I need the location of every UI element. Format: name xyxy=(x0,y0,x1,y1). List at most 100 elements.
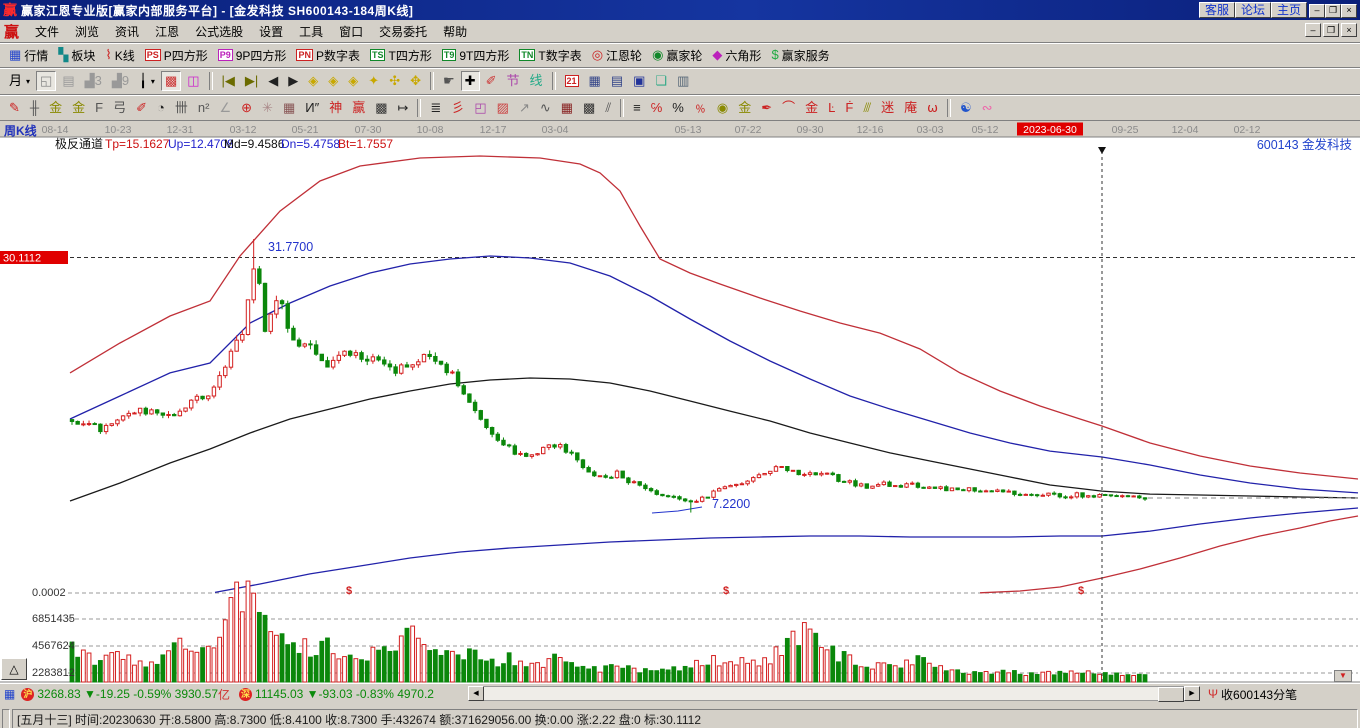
draw-fence-grid-button[interactable]: ▩ xyxy=(371,98,391,118)
nav-crosshair-button[interactable]: ✚ xyxy=(460,71,480,91)
draw-bow-grid-button[interactable]: 弓 xyxy=(109,98,130,118)
restore-button[interactable]: ❐ xyxy=(1323,23,1339,37)
nav-last-button[interactable]: ▶| xyxy=(241,71,262,91)
draw-pct-multi-button[interactable]: ﹪ xyxy=(690,98,711,118)
menu-帮助[interactable]: 帮助 xyxy=(443,24,468,39)
restore-button[interactable]: ❐ xyxy=(1325,3,1341,18)
draw-gold-grid-1-button[interactable]: 金 xyxy=(45,98,66,118)
draw-wave-red-button[interactable]: ⍵ xyxy=(923,98,942,118)
titlebar-link-0[interactable]: 客服 xyxy=(1198,2,1235,18)
draw-parallel-button[interactable]: ⫽ xyxy=(601,98,615,118)
draw-brush-grid-button[interactable]: ✐ xyxy=(132,98,151,118)
draw-pct-list-button[interactable]: ≡ xyxy=(629,98,645,118)
draw-n2-grid-button[interactable]: n² xyxy=(194,98,214,118)
draw-f-red-button[interactable]: Ḟ xyxy=(841,98,857,118)
nav-capture-button[interactable]: ❏ xyxy=(651,71,671,91)
draw-ruler-button[interactable]: 卌 xyxy=(171,98,192,118)
close-button[interactable]: × xyxy=(1341,3,1357,18)
draw-pen-button[interactable]: ✎ xyxy=(5,98,24,118)
scrollbar-thumb[interactable] xyxy=(1158,687,1184,702)
nav-festival-button[interactable]: 节 xyxy=(502,71,523,91)
tool-winner-service-button[interactable]: $ 赢家服务 xyxy=(767,45,833,65)
draw-gold-grid-2-button[interactable]: 金 xyxy=(68,98,89,118)
nav-notepad-button[interactable]: ▤ xyxy=(607,71,627,91)
feed-status[interactable]: Ψ 收600143分笔 xyxy=(1208,686,1297,703)
draw-web-grid-button[interactable]: ▦ xyxy=(279,98,299,118)
menu-工具[interactable]: 工具 xyxy=(299,24,324,39)
draw-time-circle-button[interactable]: ◔ xyxy=(153,98,169,118)
nav-calculator-button[interactable]: ▦ xyxy=(585,71,605,91)
tool-winner-wheel-button[interactable]: ◉ 赢家轮 xyxy=(648,45,706,65)
nav-diamond-shrink-button[interactable]: ✦ xyxy=(364,71,383,91)
menu-文件[interactable]: 文件 xyxy=(35,24,60,39)
menu-窗口[interactable]: 窗口 xyxy=(339,24,364,39)
scrollbar-left-arrow[interactable]: ◀ xyxy=(468,686,484,701)
nav-prev-button[interactable]: ◀ xyxy=(264,71,282,91)
draw-grid-ruler-button[interactable]: ╫ xyxy=(26,98,43,118)
nav-diamond-left-button[interactable]: ◈ xyxy=(304,71,322,91)
tool-t-square-button[interactable]: TS T四方形 xyxy=(366,45,436,65)
draw-span-arrow-button[interactable]: ↦ xyxy=(394,98,413,118)
nav-save-button[interactable]: ▣ xyxy=(629,71,649,91)
nav-diamond-expand-button[interactable]: ◈ xyxy=(344,71,362,91)
nav-first-button[interactable]: |◀ xyxy=(218,71,239,91)
menu-设置[interactable]: 设置 xyxy=(259,24,284,39)
kline-chart[interactable]: 08-14 10-23 12-31 03-12 05-21 07-30 10-08 12-17… xyxy=(0,121,1360,683)
nav-red-grid-button[interactable]: ▩ xyxy=(160,71,182,91)
titlebar-link-1[interactable]: 论坛 xyxy=(1234,2,1271,18)
tool-sectors-button[interactable]: ▚ 板块 xyxy=(54,45,99,65)
draw-speed-line-button[interactable]: 迷 xyxy=(877,98,898,118)
draw-arc-red-button[interactable]: ⌒ xyxy=(778,98,799,118)
nav-color-hist-button[interactable]: ◫ xyxy=(183,71,203,91)
draw-zigzag-button[interactable]: ∿ xyxy=(536,98,555,118)
draw-gold-line-button[interactable]: 金 xyxy=(734,98,755,118)
draw-sphere-button[interactable]: ☯ xyxy=(956,98,976,118)
nav-next-button[interactable]: ▶ xyxy=(284,71,302,91)
titlebar-link-2[interactable]: 主页 xyxy=(1270,2,1307,18)
nav-lines-button[interactable]: 线 xyxy=(525,71,546,91)
draw-arrow-line-button[interactable]: ↗ xyxy=(515,98,534,118)
tool-p-square-button[interactable]: PS P四方形 xyxy=(141,45,212,65)
nav-diamond-cross-button[interactable]: ✣ xyxy=(385,71,404,91)
draw-box-red-button[interactable]: 庵 xyxy=(900,98,921,118)
draw-percent-button[interactable]: % xyxy=(668,98,688,118)
nav-calendar-button[interactable]: 21 xyxy=(561,71,583,91)
pane-scroll-down-button[interactable]: ▼ xyxy=(1334,670,1352,682)
nav-mark-off-button[interactable]: ✐ xyxy=(482,71,501,91)
draw-ink-button[interactable]: ✒ xyxy=(757,98,776,118)
menu-交易委托[interactable]: 交易委托 xyxy=(379,24,428,39)
draw-pct-tri-button[interactable]: ℅ xyxy=(647,98,667,118)
minimize-button[interactable]: – xyxy=(1305,23,1321,37)
minimize-button[interactable]: – xyxy=(1309,3,1325,18)
scrollbar-trough[interactable] xyxy=(484,686,1184,702)
tool-quotes-button[interactable]: ▦ 行情 xyxy=(5,45,52,65)
nav-bars-9-button[interactable]: ▟9 xyxy=(108,71,133,91)
close-button[interactable]: × xyxy=(1341,23,1357,37)
menu-江恩[interactable]: 江恩 xyxy=(155,24,180,39)
draw-gold-slash-button[interactable]: ⫻ xyxy=(859,98,875,118)
tool-gann-wheel-button[interactable]: ◎ 江恩轮 xyxy=(588,45,646,65)
menu-浏览[interactable]: 浏览 xyxy=(75,24,100,39)
tool-p-table-button[interactable]: PN P数字表 xyxy=(292,45,364,65)
tool-t-table-button[interactable]: TN T数字表 xyxy=(515,45,585,65)
tool-hexagon-button[interactable]: ◆ 六角形 xyxy=(708,45,765,65)
draw-star-burst-button[interactable]: ✳ xyxy=(258,98,277,118)
nav-print-button[interactable]: ▥ xyxy=(673,71,693,91)
draw-shen-button[interactable]: 神 xyxy=(325,98,346,118)
scrollbar-right-arrow[interactable]: ▶ xyxy=(1184,686,1200,701)
nav-hand-button[interactable]: ☛ xyxy=(439,71,459,91)
draw-l-red-button[interactable]: Ŀ xyxy=(824,98,839,118)
draw-grid-dark-button[interactable]: ▦ xyxy=(557,98,577,118)
nav-diamond-grid-button[interactable]: ✥ xyxy=(406,71,425,91)
draw-f-grid-button[interactable]: F xyxy=(91,98,107,118)
nav-overview-button[interactable]: ◱ xyxy=(36,71,57,91)
tool-9p-square-button[interactable]: P9 9P四方形 xyxy=(214,45,291,65)
draw-angle-button[interactable]: ∠ xyxy=(215,98,235,118)
draw-beam-button[interactable]: ≣ xyxy=(426,98,445,118)
menu-公式选股[interactable]: 公式选股 xyxy=(195,24,244,39)
draw-fan-lines-button[interactable]: 彡 xyxy=(447,98,468,118)
draw-gold-circle-button[interactable]: ◉ xyxy=(713,98,732,118)
menu-资讯[interactable]: 资讯 xyxy=(115,24,140,39)
nav-note-button[interactable]: ▤ xyxy=(58,71,78,91)
chart-scrollbar[interactable]: ◀ ▶ xyxy=(468,686,1200,702)
